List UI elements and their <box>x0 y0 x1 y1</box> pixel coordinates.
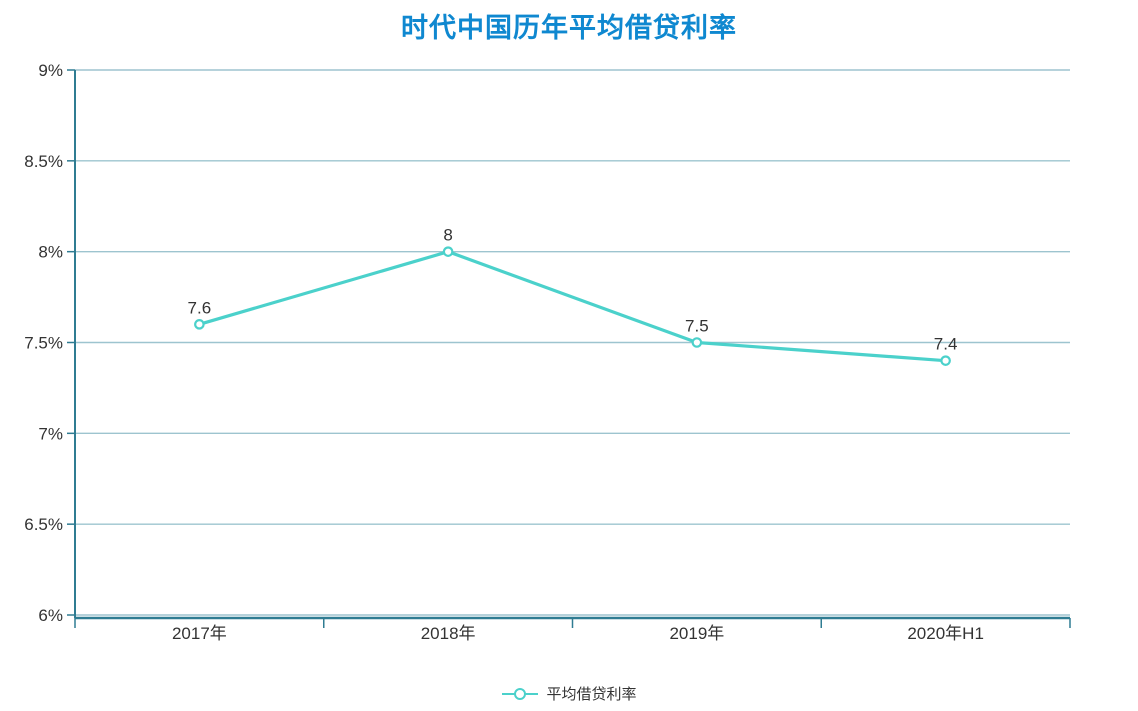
x-axis-label: 2017年 <box>172 624 227 643</box>
data-point-marker[interactable] <box>691 337 703 348</box>
data-point-marker[interactable] <box>442 246 454 257</box>
y-axis-label: 6.5% <box>24 515 63 534</box>
y-axis-label: 7.5% <box>24 334 63 353</box>
y-axis-label: 6% <box>38 606 63 625</box>
data-point-marker[interactable] <box>940 355 951 366</box>
data-point-label: 8 <box>443 226 452 245</box>
x-axis-label: 2018年 <box>421 624 476 643</box>
legend-line-marker-icon <box>502 687 539 700</box>
legend-label: 平均借贷利率 <box>546 686 637 703</box>
chart-title: 时代中国历年平均借贷利率 <box>401 13 737 43</box>
series-line <box>197 250 948 363</box>
x-axis-label: 2019年 <box>669 624 724 643</box>
data-point-label: 7.4 <box>934 335 958 354</box>
legend-item[interactable]: 平均借贷利率 <box>0 683 1138 704</box>
y-axis-label: 7% <box>38 424 63 443</box>
x-axis-label: 2020年H1 <box>907 624 984 643</box>
data-point-marker[interactable] <box>194 319 205 330</box>
y-axis-label: 9% <box>38 61 63 80</box>
data-point-label: 7.5 <box>685 317 709 336</box>
data-point-label: 7.6 <box>188 298 212 317</box>
y-axis-label: 8% <box>38 243 63 262</box>
y-axis-label: 8.5% <box>24 152 63 171</box>
